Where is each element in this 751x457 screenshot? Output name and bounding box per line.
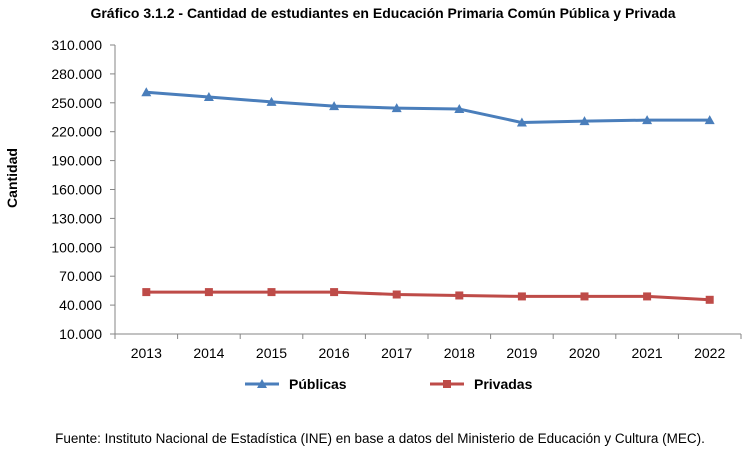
chart-title: Gráfico 3.1.2 - Cantidad de estudiantes … [90,5,675,21]
data-point-marker [643,292,652,301]
data-point-marker [330,288,339,297]
data-point-marker [257,379,267,388]
x-tick-label: 2017 [381,345,412,361]
data-point-marker [141,87,152,97]
data-point-marker [580,292,589,301]
legend-item: Públicas [245,376,347,392]
legend-item: Privadas [430,376,533,392]
data-point-marker [203,92,214,102]
data-point-marker [204,288,213,297]
series-line [146,290,710,302]
x-tick-label: 2015 [256,345,287,361]
series-group [141,87,715,304]
data-point-marker [642,115,653,125]
y-tick-label: 160.000 [51,182,102,198]
axes: 10.000 40.000 70.000 100.000 130.000 160.000 1… [51,37,742,361]
legend-label: Públicas [289,376,347,392]
data-point-marker [705,295,714,304]
x-tick-label: 2020 [569,345,600,361]
data-point-marker [266,96,277,106]
x-tick-label: 2018 [444,345,475,361]
x-tick-label: 2022 [694,345,725,361]
data-point-marker [392,290,401,299]
data-point-marker [454,104,465,114]
data-point-marker [704,115,715,125]
x-tick-label: 2013 [131,345,162,361]
x-tick-label: 2021 [632,345,663,361]
data-point-marker [516,117,527,127]
x-tick-label: 2014 [193,345,224,361]
series-p-blicas [141,87,715,127]
y-tick-label: 70.000 [59,268,102,284]
data-point-marker [267,288,276,297]
data-point-marker [329,101,340,111]
y-tick-label: 100.000 [51,239,102,255]
y-axis-title: Cantidad [4,148,20,208]
x-tick-label: 2016 [319,345,350,361]
data-point-marker [391,103,402,113]
x-tick-label: 2019 [506,345,537,361]
y-tick-label: 130.000 [51,210,102,226]
source-note: Fuente: Instituto Nacional de Estadístic… [55,431,705,446]
data-point-marker [517,292,526,301]
legend-label: Privadas [474,376,533,392]
y-tick-label: 190.000 [51,153,102,169]
y-tick-label: 10.000 [59,326,102,342]
y-tick-label: 220.000 [51,124,102,140]
y-tick-label: 40.000 [59,297,102,313]
data-point-marker [579,116,590,126]
y-tick-label: 280.000 [51,66,102,82]
data-point-marker [142,288,151,297]
y-tick-label: 250.000 [51,95,102,111]
data-point-marker [443,380,451,388]
series-privadas [142,288,714,304]
y-tick-label: 310.000 [51,37,102,53]
series-line [146,90,710,125]
legend: Públicas Privadas [245,376,533,392]
data-point-marker [455,291,464,300]
